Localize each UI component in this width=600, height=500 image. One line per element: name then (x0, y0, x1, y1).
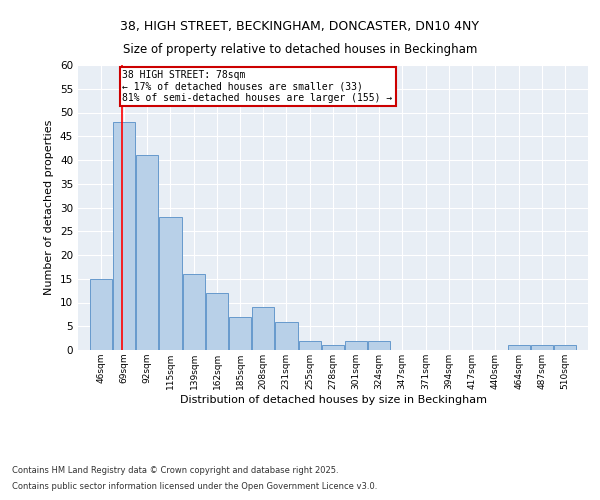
Bar (90, 279, 112, 350)
Text: 38 HIGH STREET: 78sqm
← 17% of detached houses are smaller (33)
81% of semi-deta: 38 HIGH STREET: 78sqm ← 17% of detached … (122, 70, 393, 103)
X-axis label: Distribution of detached houses by size in Beckingham: Distribution of detached houses by size … (179, 394, 487, 404)
Bar (345, 340, 367, 350)
Text: 38, HIGH STREET, BECKINGHAM, DONCASTER, DN10 4NY: 38, HIGH STREET, BECKINGHAM, DONCASTER, … (121, 20, 479, 33)
Bar (531, 346, 553, 350)
Bar (159, 217, 182, 350)
Bar (275, 322, 298, 350)
Y-axis label: Number of detached properties: Number of detached properties (44, 120, 55, 295)
Bar (206, 293, 228, 350)
Text: Contains HM Land Registry data © Crown copyright and database right 2025.: Contains HM Land Registry data © Crown c… (12, 466, 338, 475)
Bar (183, 274, 205, 350)
Bar (113, 122, 135, 350)
Bar (299, 340, 321, 350)
Bar (322, 346, 344, 350)
Text: Contains public sector information licensed under the Open Government Licence v3: Contains public sector information licen… (12, 482, 377, 491)
Bar (252, 307, 274, 350)
Bar (229, 317, 251, 350)
Bar (554, 346, 576, 350)
Bar (508, 346, 530, 350)
Text: Size of property relative to detached houses in Beckingham: Size of property relative to detached ho… (123, 42, 477, 56)
Bar (136, 155, 158, 350)
Bar (368, 340, 390, 350)
